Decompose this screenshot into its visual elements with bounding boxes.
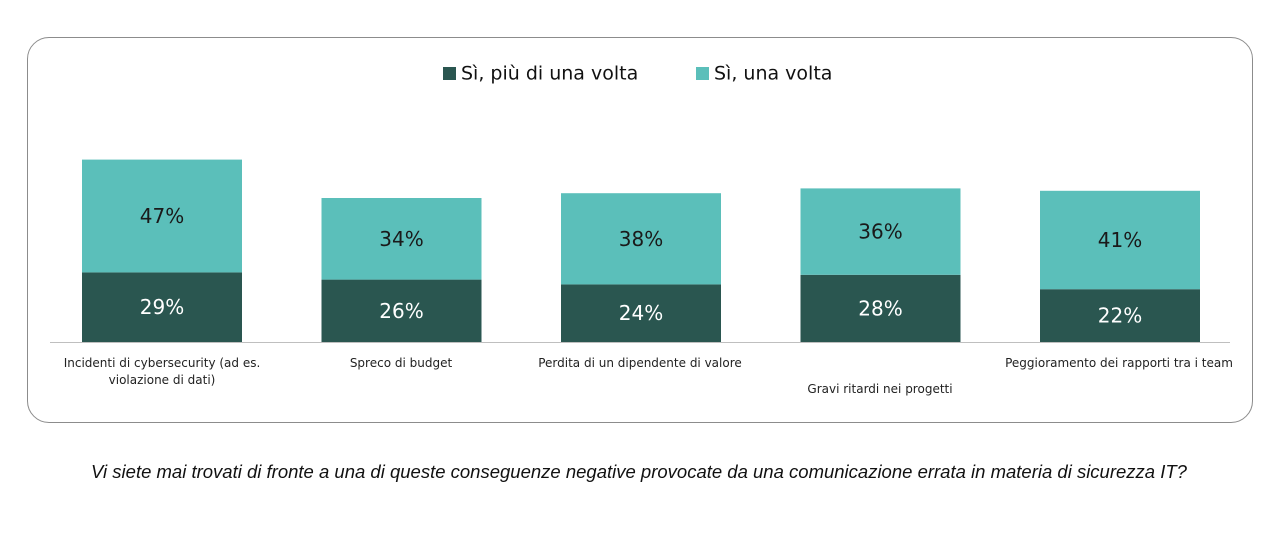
category-label-0: Incidenti di cybersecurity (ad es. viola… [63,356,261,387]
category-label-1: Spreco di budget [349,356,453,370]
category-label-2: Perdita di un dipendente di valore [538,356,742,370]
data-label-una-volta-2: 38% [619,227,663,251]
legend-swatch-0 [443,67,456,80]
data-label-piu-volte-3: 28% [858,296,902,320]
bar-piu-volte-3 [800,274,961,342]
data-label-una-volta-1: 34% [379,227,423,251]
legend-swatch-1 [696,67,709,80]
bar-piu-volte-4 [1040,289,1200,342]
legend-label-0: Sì, più di una volta [461,63,638,85]
data-label-una-volta-3: 36% [858,220,902,244]
data-label-una-volta-4: 41% [1098,228,1142,252]
data-label-una-volta-0: 47% [140,204,184,228]
bar-una-volta-1 [321,198,482,280]
data-label-piu-volte-1: 26% [379,299,423,323]
chart-caption: Vi siete mai trovati di fronte a una di … [91,461,1187,482]
category-label-3: Gravi ritardi nei progetti [807,382,953,396]
bar-una-volta-4 [1040,190,1200,290]
data-label-piu-volte-4: 22% [1098,304,1142,328]
legend-label-1: Sì, una volta [714,63,832,85]
bar-una-volta-2 [561,193,721,285]
bar-piu-volte-1 [321,279,482,342]
data-label-piu-volte-2: 24% [619,301,663,325]
bar-una-volta-0 [82,159,242,273]
bar-piu-volte-2 [561,284,721,342]
data-label-piu-volte-0: 29% [140,295,184,319]
bar-una-volta-3 [800,188,961,275]
bar-piu-volte-0 [82,272,242,342]
category-label-4: Peggioramento dei rapporti tra i team [1005,356,1233,370]
